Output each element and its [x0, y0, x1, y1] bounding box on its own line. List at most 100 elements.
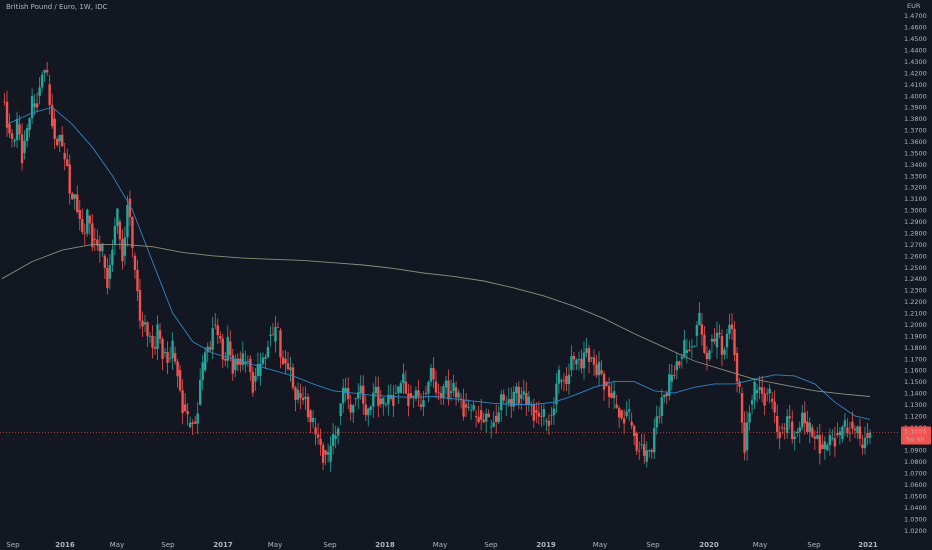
- candle-body: [570, 355, 573, 371]
- y-tick-label: 1.0800: [904, 458, 927, 466]
- y-tick-label: 1.2700: [904, 241, 927, 249]
- candle-body: [281, 357, 285, 365]
- candle-body: [540, 415, 543, 417]
- candle-body: [663, 394, 666, 398]
- candle-body: [25, 128, 29, 141]
- candle-body: [387, 394, 390, 405]
- candle-body: [86, 209, 89, 234]
- y-tick-label: 1.3900: [904, 104, 927, 112]
- candle-body: [264, 357, 267, 359]
- candle-body: [582, 352, 586, 369]
- candle-body: [326, 452, 330, 455]
- candle-body: [668, 374, 671, 396]
- candle-body: [344, 388, 347, 394]
- candle-body: [346, 388, 350, 400]
- candle-body: [276, 326, 280, 328]
- candle-body: [8, 124, 11, 134]
- candle-body: [216, 325, 219, 336]
- candle-body: [377, 386, 380, 406]
- candle-body: [495, 415, 498, 423]
- candle-body: [462, 399, 465, 417]
- candle-body: [808, 422, 811, 432]
- candle-body: [738, 381, 741, 387]
- candle-body: [640, 444, 643, 446]
- candle-body: [547, 420, 551, 426]
- candle-body: [81, 219, 84, 233]
- candle-body: [163, 352, 167, 354]
- y-tick-label: 1.3000: [904, 207, 927, 215]
- y-tick-label: 1.2900: [904, 218, 927, 226]
- candle-body: [489, 426, 493, 428]
- candle-body: [843, 420, 847, 427]
- candle-body: [161, 338, 164, 359]
- candle-body: [181, 390, 184, 414]
- candle-body: [35, 103, 39, 108]
- candle-body: [289, 367, 292, 371]
- candle-body: [763, 393, 766, 406]
- candle-body: [590, 357, 593, 359]
- candle-body: [20, 134, 24, 164]
- candle-body: [512, 391, 515, 407]
- candle-body: [389, 395, 393, 399]
- candle-body: [560, 380, 563, 382]
- candle-body: [224, 358, 227, 361]
- candle-body: [755, 389, 759, 394]
- candle-body: [116, 208, 119, 227]
- y-tick-label: 1.2500: [904, 264, 927, 272]
- candle-body: [798, 427, 801, 432]
- candle-body: [635, 433, 638, 451]
- candle-body: [319, 438, 322, 446]
- candle-body: [801, 412, 804, 428]
- candle-body: [447, 380, 450, 400]
- candle-body: [108, 264, 112, 279]
- y-tick-label: 1.2100: [904, 310, 927, 318]
- candle-body: [703, 334, 706, 353]
- candle-body: [414, 390, 418, 399]
- candle-body: [479, 410, 483, 420]
- candle-body: [397, 386, 400, 393]
- candle-body: [753, 381, 756, 401]
- candle-body: [234, 358, 237, 371]
- candle-body: [632, 425, 636, 436]
- candle-body: [427, 381, 430, 394]
- candle-body: [685, 349, 689, 354]
- candle-body: [409, 393, 413, 398]
- candle-body: [136, 270, 139, 292]
- candle-body: [296, 389, 300, 400]
- candle-body: [602, 373, 606, 390]
- candle-body: [821, 444, 824, 450]
- candle-body: [384, 404, 388, 406]
- candle-body: [532, 404, 536, 421]
- candle-body: [304, 396, 307, 399]
- candle-body: [429, 367, 433, 382]
- candle-body: [412, 396, 415, 398]
- candle-body: [673, 374, 676, 376]
- candle-body: [725, 333, 729, 348]
- candle-body: [259, 363, 262, 376]
- candle-body: [13, 140, 16, 142]
- candle-body: [758, 387, 761, 390]
- symbol-title: British Pound / Euro, 1W, IDC: [6, 3, 108, 11]
- x-tick-label: Sep: [646, 541, 660, 549]
- candle-body: [301, 397, 305, 401]
- y-tick-label: 1.2200: [904, 298, 927, 306]
- candle-body: [33, 103, 36, 108]
- y-tick-label: 1.0500: [904, 492, 927, 500]
- candle-body: [279, 330, 282, 358]
- candle-body: [294, 387, 297, 400]
- y-tick-label: 1.2400: [904, 275, 927, 283]
- candle-body: [364, 404, 367, 416]
- candle-body: [607, 385, 611, 397]
- price-axis[interactable]: 1.0200 1.0300 1.0400 1.0500 1.0600 1.0700 1.08…: [904, 12, 927, 535]
- x-tick-label: Sep: [484, 541, 498, 549]
- candle-body: [314, 427, 317, 435]
- y-tick-label: 1.0400: [904, 504, 927, 512]
- candle-body: [620, 410, 623, 419]
- candle-body: [399, 383, 403, 394]
- candle-body: [239, 358, 242, 365]
- candle-body: [768, 388, 771, 394]
- candle-body: [841, 426, 844, 439]
- time-axis[interactable]: Sep 2016 May Sep 2017 May Sep 2018 May Sep 2019 May…: [6, 541, 877, 549]
